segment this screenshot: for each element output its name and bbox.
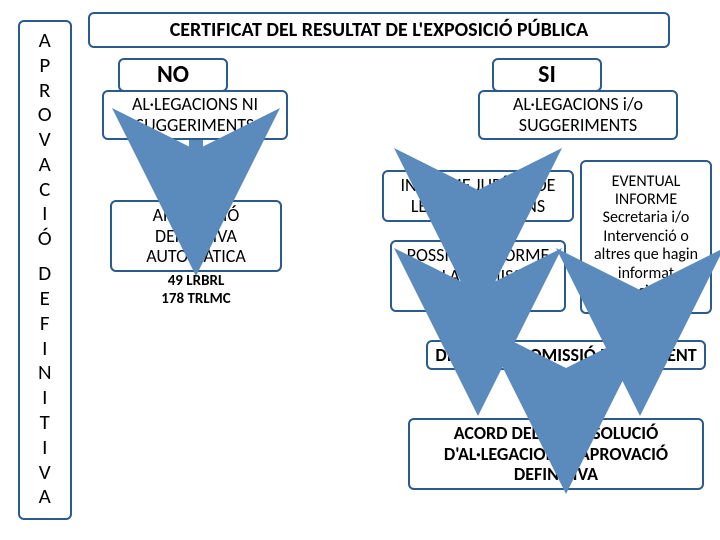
- si-jur-text: INFORME JURÍDIC DE LES AL·LEGACIONS: [388, 175, 568, 216]
- si-head: SI: [492, 58, 602, 92]
- no-sub-text: AL·LEGACIONS NI SUGGERIMENTS: [108, 94, 282, 135]
- si-juridic: INFORME JURÍDIC DE LES AL·LEGACIONS: [382, 170, 574, 222]
- sidebar-aprodef: APROVACIÓ DEFINITIVA: [18, 20, 72, 520]
- no-def-text: APROVACIÓ DEFINITIVA AUTOMÀTICA: [116, 205, 276, 267]
- si-redactora: POSSIBLE INFORME DE LA COMISSIÓ REDACTOR…: [390, 240, 566, 312]
- no-head: NO: [118, 58, 228, 92]
- si-acord: ACORD DEL PLE RESOLUCIÓ D'AL·LEGACIONS I…: [408, 418, 704, 490]
- si-sub: AL·LEGACIONS i/o SUGGERIMENTS: [478, 90, 678, 140]
- si-eventual: EVENTUAL INFORME Secretaria i/o Interven…: [580, 160, 712, 314]
- no-sub: AL·LEGACIONS NI SUGGERIMENTS: [102, 90, 288, 140]
- si-event-text: EVENTUAL INFORME Secretaria i/o Interven…: [586, 173, 706, 302]
- si-acord-text: ACORD DEL PLE RESOLUCIÓ D'AL·LEGACIONS I…: [414, 423, 698, 485]
- title-text: CERTIFICAT DEL RESULTAT DE L'EXPOSICIÓ P…: [170, 19, 589, 42]
- no-refs-l1: 49 LRBRL: [124, 272, 268, 290]
- no-head-text: NO: [157, 61, 189, 89]
- si-red-text: POSSIBLE INFORME DE LA COMISSIÓ REDACTOR…: [396, 245, 560, 307]
- no-def: APROVACIÓ DEFINITIVA AUTOMÀTICA: [110, 200, 282, 272]
- si-dictamen: DICTAMEN COMISSIÓ PERMANENT: [426, 340, 706, 370]
- no-refs: 49 LRBRL 178 TRLMC: [124, 272, 268, 312]
- title-box: CERTIFICAT DEL RESULTAT DE L'EXPOSICIÓ P…: [88, 12, 670, 48]
- si-dict-text: DICTAMEN COMISSIÓ PERMANENT: [435, 345, 696, 366]
- si-sub-text: AL·LEGACIONS i/o SUGGERIMENTS: [484, 94, 672, 135]
- no-refs-l2: 178 TRLMC: [124, 290, 268, 308]
- si-head-text: SI: [538, 61, 556, 89]
